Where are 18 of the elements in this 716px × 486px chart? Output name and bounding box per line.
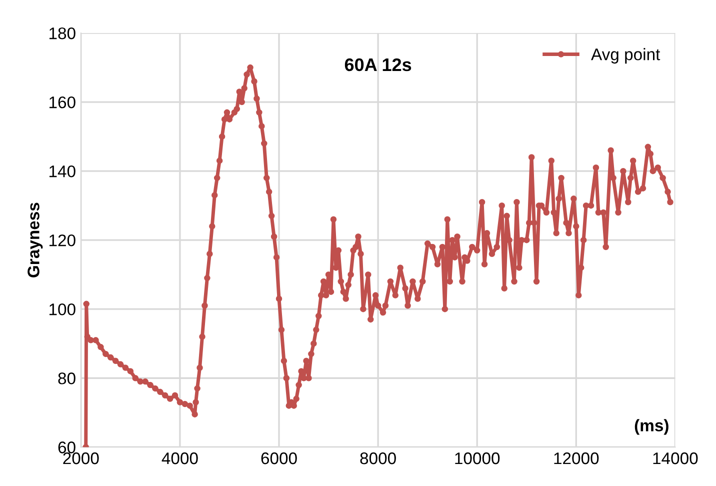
y-tick-label: 180 [50, 27, 76, 40]
y-tick-label: 120 [50, 234, 76, 246]
y-tick-label: 60 [58, 442, 76, 454]
text: 60A 12s [344, 58, 412, 72]
x-tick-label: 4000 [162, 452, 198, 464]
y-tick-label: 80 [58, 372, 76, 384]
y-tick-label: 140 [50, 165, 76, 178]
x-tick-label: 14000 [653, 452, 698, 464]
y-tick-label: 160 [50, 96, 76, 108]
legend-label: Avg point [591, 48, 660, 64]
x-tick-label: 2000 [63, 452, 99, 464]
x-tick-label: 8000 [360, 452, 396, 464]
x-tick-label: 12000 [554, 452, 599, 464]
x-tick-label: 6000 [261, 452, 297, 464]
y-tick-label: 100 [50, 303, 76, 316]
x-axis-title: (ms) [634, 419, 668, 435]
y-axis-title: Grayness [28, 202, 43, 278]
x-tick-label: 10000 [455, 452, 500, 464]
